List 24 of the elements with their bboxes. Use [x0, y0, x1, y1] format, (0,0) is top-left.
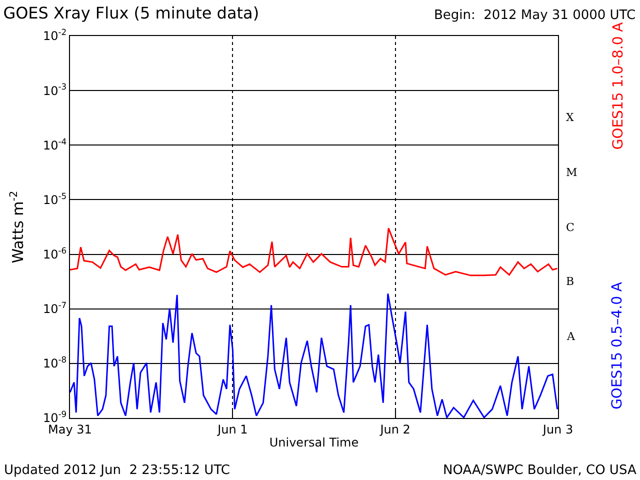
text: C [566, 221, 574, 234]
line-series [70, 228, 558, 276]
text: GOES15 1.0–8.0 A [610, 22, 626, 150]
line-series [70, 292, 558, 418]
y-tick-label: 10$^{-6}$ [42, 245, 67, 262]
y-tick-label: 10$^{-2}$ [42, 27, 67, 44]
text: B [566, 275, 574, 288]
x-tick-label: Jun 3 [542, 422, 574, 436]
chart-title: GOES Xray Flux (5 minute data) [3, 3, 260, 22]
y-tick-label: 10$^{-3}$ [42, 82, 67, 98]
y-tick-label: 10$^{-4}$ [42, 136, 67, 152]
chart-subtitle: Begin: 2012 May 31 0000 UTC [434, 8, 636, 23]
y-tick-label: 10$^{-8}$ [42, 354, 67, 371]
text: A [566, 330, 576, 343]
text: GOES15 0.5–4.0 A [610, 282, 626, 410]
text: NOAA/SWPC Boulder, CO USA [443, 463, 636, 478]
y-tick-label: 10$^{-7}$ [42, 300, 67, 316]
text: X [566, 111, 574, 124]
x-tick-label: Jun 1 [216, 422, 248, 436]
text: M [566, 166, 578, 179]
x-tick-label: Jun 2 [379, 422, 410, 436]
x-axis-title: Universal Time [269, 435, 359, 450]
text: Updated 2012 Jun 2 23:55:12 UTC [4, 463, 230, 478]
y-tick-label: 10$^{-5}$ [42, 190, 67, 207]
